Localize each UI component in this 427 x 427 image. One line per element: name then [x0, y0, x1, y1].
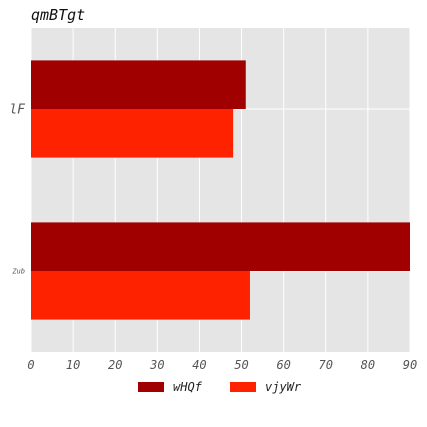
x-tick-label: 20 — [108, 358, 122, 372]
y-tick-label: Zub — [11, 267, 25, 275]
bar-wHQf-lF — [31, 60, 246, 109]
x-tick-label: 40 — [192, 358, 206, 372]
chart-title: qmBTgt — [31, 6, 85, 24]
y-tick-labels: lF Zub — [9, 103, 26, 276]
bar-vjyWr-Zub — [31, 271, 250, 320]
x-tick-label: 90 — [403, 358, 417, 372]
y-tick-label: lF — [9, 103, 26, 118]
bar-vjyWr-lF — [31, 109, 234, 158]
x-tick-label: 0 — [27, 358, 34, 372]
x-tick-label: 10 — [66, 358, 80, 372]
x-tick-labels: 0 10 20 30 40 50 60 70 80 90 — [27, 358, 417, 372]
legend-label: vjyWr — [265, 380, 302, 394]
legend-swatch — [230, 382, 256, 392]
bars-group — [31, 60, 410, 320]
legend-swatch — [138, 382, 164, 392]
x-tick-label: 70 — [319, 358, 333, 372]
legend-label: wHQf — [173, 380, 203, 394]
x-tick-label: 80 — [361, 358, 375, 372]
x-tick-label: 30 — [149, 358, 164, 372]
x-tick-label: 60 — [276, 358, 290, 372]
legend: wHQf vjyWr — [138, 380, 302, 394]
x-tick-label: 50 — [234, 358, 248, 372]
bar-wHQf-Zub — [31, 222, 410, 271]
